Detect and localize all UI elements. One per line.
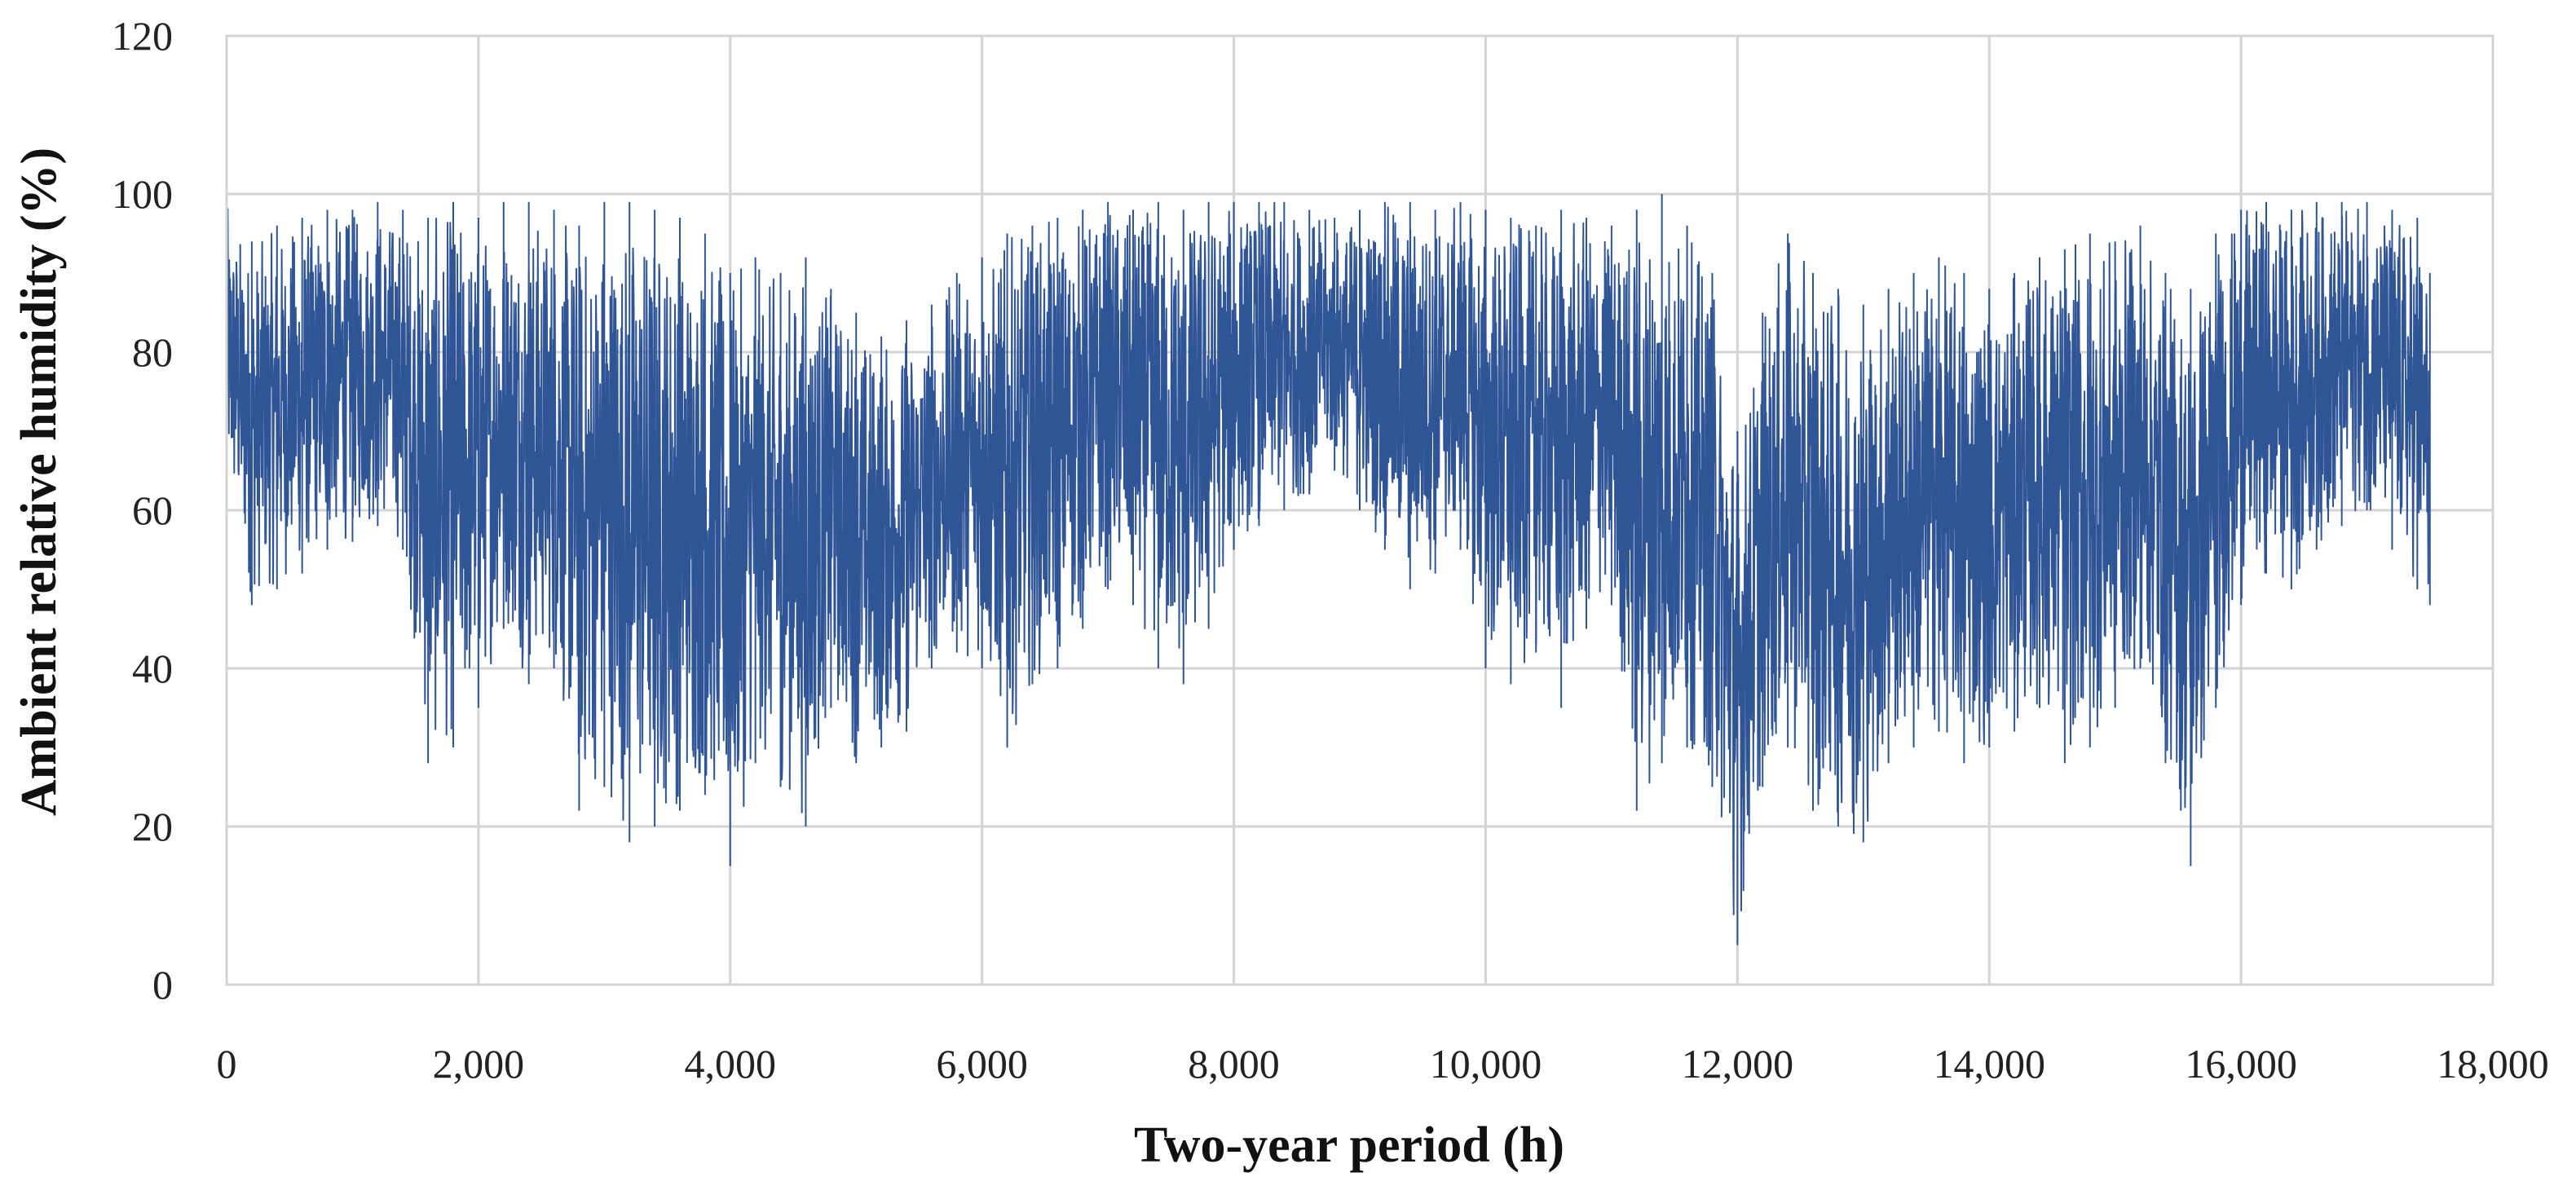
series-layer	[226, 194, 2431, 946]
y-tick-label-0: 0	[152, 962, 173, 1007]
x-tick-label-2000: 2,000	[433, 1041, 525, 1087]
x-tick-label-14000: 14,000	[1933, 1041, 2045, 1087]
x-tick-label-18000: 18,000	[2437, 1041, 2549, 1087]
humidity-series-line	[226, 201, 2431, 915]
x-tick-label-0: 0	[217, 1041, 237, 1087]
x-tick-label-12000: 12,000	[1682, 1041, 1794, 1087]
y-axis-title: Ambient relative humidity (%)	[11, 148, 67, 816]
y-tick-label-20: 20	[132, 804, 173, 849]
y-tick-label-100: 100	[112, 171, 173, 217]
y-axis-tick-labels: 0 20 40 60 80 100 120	[112, 13, 173, 1007]
y-tick-label-120: 120	[112, 13, 173, 59]
x-tick-label-4000: 4,000	[685, 1041, 777, 1087]
x-axis-tick-labels: 0 2,000 4,000 6,000 8,000 10,000 12,000 14,000 1…	[217, 1041, 2549, 1087]
x-tick-label-8000: 8,000	[1188, 1041, 1280, 1087]
x-tick-label-16000: 16,000	[2185, 1041, 2297, 1087]
x-axis-title: Two-year period (h)	[1134, 1117, 1564, 1173]
x-tick-label-10000: 10,000	[1430, 1041, 1542, 1087]
y-tick-label-60: 60	[132, 487, 173, 533]
x-tick-label-6000: 6,000	[936, 1041, 1028, 1087]
plot-frame	[225, 34, 2494, 986]
y-tick-label-40: 40	[132, 646, 173, 691]
y-tick-label-80: 80	[132, 329, 173, 375]
